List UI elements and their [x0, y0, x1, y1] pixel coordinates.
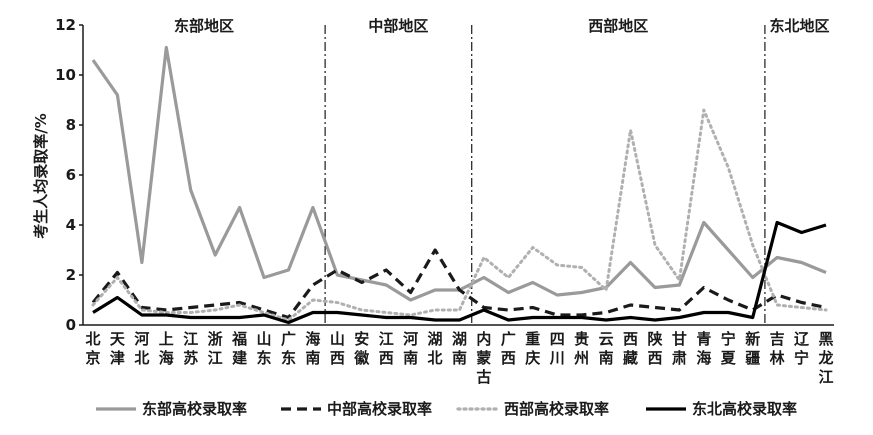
x-category-label: 河南 — [403, 330, 418, 367]
x-category-label: 宁夏 — [720, 330, 737, 367]
legend-label: 东部高校录取率 — [142, 400, 247, 418]
legend-label: 西部高校录取率 — [504, 400, 609, 418]
series-lines — [91, 45, 828, 325]
x-category-label: 湖北 — [428, 330, 443, 367]
region-label: 东北地区 — [769, 17, 829, 35]
region-labels: 东部地区 中部地区 西部地区 东北地区 — [174, 17, 829, 35]
y-tick-label: 10 — [55, 66, 76, 84]
legend-item: 东北高校录取率 — [646, 400, 797, 418]
x-category-label: 天津 — [110, 330, 126, 367]
x-category-label: 西藏 — [623, 330, 638, 367]
y-tick-label: 6 — [66, 166, 76, 184]
y-tick-label: 8 — [66, 116, 76, 134]
x-category-label: 云南 — [599, 330, 614, 367]
x-category-label: 广东 — [281, 330, 296, 367]
x-category-label: 重庆 — [525, 330, 540, 367]
x-category-label: 陕西 — [647, 330, 662, 367]
x-category-label: 黑龙江 — [817, 330, 833, 386]
legend-label: 东北高校录取率 — [692, 400, 797, 418]
x-category-label: 吉林 — [770, 330, 786, 367]
region-label: 东部地区 — [174, 17, 234, 35]
series-line — [91, 108, 828, 322]
series-line — [91, 248, 827, 320]
x-category-label: 上海 — [159, 330, 174, 367]
x-category-label: 福建 — [231, 330, 248, 367]
region-label: 中部地区 — [368, 17, 428, 35]
x-category-label: 内蒙古 — [476, 330, 491, 386]
y-tick-label: 4 — [66, 216, 76, 234]
x-category-label: 北京 — [85, 330, 100, 367]
x-category-label: 青海 — [696, 330, 711, 367]
x-category-label: 山西 — [330, 330, 345, 367]
legend-item: 东部高校录取率 — [96, 400, 247, 418]
region-label: 西部地区 — [588, 17, 648, 35]
x-category-label: 安徽 — [353, 330, 370, 367]
y-tick-label: 0 — [66, 316, 76, 334]
x-category-label: 四川 — [549, 330, 565, 367]
legend-label: 中部高校录取率 — [327, 400, 432, 418]
x-category-label: 甘肃 — [672, 330, 687, 367]
x-category-label: 辽宁 — [794, 330, 809, 367]
series-line — [92, 220, 827, 325]
x-category-label: 河北 — [134, 330, 149, 367]
x-category-label: 湖南 — [452, 330, 467, 367]
x-category-label: 浙江 — [208, 330, 223, 367]
y-tick-label: 12 — [55, 16, 76, 34]
x-category-label: 广西 — [501, 330, 516, 367]
x-category-label: 海南 — [305, 330, 320, 367]
x-category-label: 山东 — [257, 330, 272, 367]
x-category-label: 江西 — [379, 330, 394, 367]
category-labels: 北京天津河北上海江苏浙江福建山东广东海南山西安徽江西河南湖北湖南内蒙古广西重庆四… — [85, 330, 833, 386]
axes: 0 2 4 6 8 10 12 — [55, 16, 834, 334]
x-category-label: 新疆 — [745, 330, 760, 367]
y-tick-label: 2 — [66, 266, 76, 284]
legend-item: 中部高校录取率 — [281, 400, 432, 418]
x-category-label: 江苏 — [183, 330, 198, 367]
legend-item: 西部高校录取率 — [456, 400, 609, 418]
legend: 东部高校录取率 中部高校录取率 西部高校录取率 东北高校录取率 — [96, 400, 797, 418]
y-axis-label: 考生人均录取率/% — [32, 113, 50, 239]
x-category-label: 贵州 — [573, 330, 589, 367]
